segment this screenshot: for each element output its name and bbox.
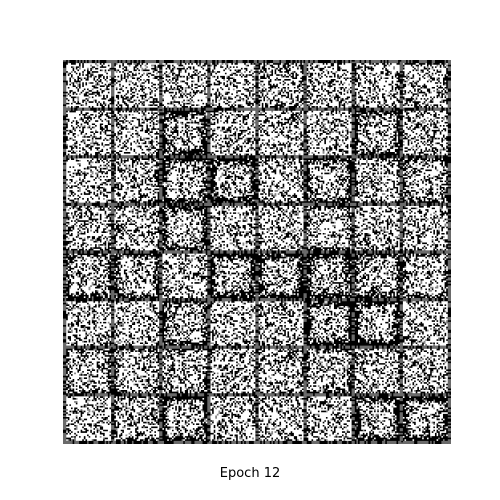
tile-gray (306, 207, 352, 251)
tile-gray (258, 396, 302, 441)
tile-gray (66, 253, 112, 299)
tile-white (402, 110, 448, 156)
tile-gray (354, 348, 400, 394)
tile-white (66, 301, 112, 346)
tile-white (114, 253, 160, 299)
tile-gray (210, 348, 256, 394)
tile-gray (306, 301, 350, 346)
tile-white (210, 110, 256, 156)
tile-white (114, 301, 160, 346)
tile-gray (114, 158, 160, 203)
tile-white (210, 301, 256, 346)
tile-white (162, 301, 208, 346)
tile-white (306, 63, 352, 108)
tile-white (354, 110, 400, 154)
tile-gray (114, 63, 160, 107)
tile-white (306, 301, 350, 346)
tile-gray (356, 110, 400, 156)
tile-white (402, 253, 448, 299)
tile-white (258, 63, 304, 108)
tile-white (402, 396, 448, 441)
tile-gray (308, 158, 352, 203)
tile-gray (210, 158, 256, 203)
tile-gray (402, 396, 447, 441)
tile-white (402, 301, 448, 346)
tile-white (306, 348, 352, 394)
tile-gray (306, 63, 352, 108)
grid-padding (63, 60, 451, 444)
tile-gray (402, 110, 448, 156)
tile-white (354, 158, 400, 203)
tile-white (258, 110, 304, 156)
tile-white (354, 63, 400, 108)
tile-gray (210, 301, 256, 345)
tile-gray (402, 63, 448, 108)
tile-white (114, 158, 160, 203)
tile-white (258, 301, 304, 346)
tile-white (212, 255, 256, 299)
tile-white (114, 348, 160, 394)
tile-white (306, 110, 352, 156)
tile-white (258, 158, 304, 203)
tile-white (162, 63, 208, 108)
tile-gray (258, 205, 304, 251)
tile-white (354, 301, 400, 346)
tile-white (402, 205, 448, 251)
tile-gray (354, 63, 399, 108)
tile-white (402, 63, 448, 108)
tile-white (210, 205, 256, 251)
tile-gray (258, 63, 302, 108)
tile-gray (258, 253, 304, 299)
tile-gray (66, 158, 112, 203)
tile-gray (66, 63, 112, 108)
tile-white (162, 158, 208, 203)
tile-gray (162, 253, 208, 299)
tile-gray (66, 205, 112, 249)
tile-gray (354, 253, 400, 299)
tile-gray (354, 396, 400, 441)
tile-gray (162, 110, 208, 156)
tile-white (402, 348, 448, 394)
caption: Epoch 12 (219, 466, 281, 481)
sample-grid (63, 60, 451, 444)
tile-white (210, 348, 256, 394)
tile-white (114, 63, 160, 108)
tile-gray (258, 110, 304, 156)
tile-white (354, 205, 400, 251)
